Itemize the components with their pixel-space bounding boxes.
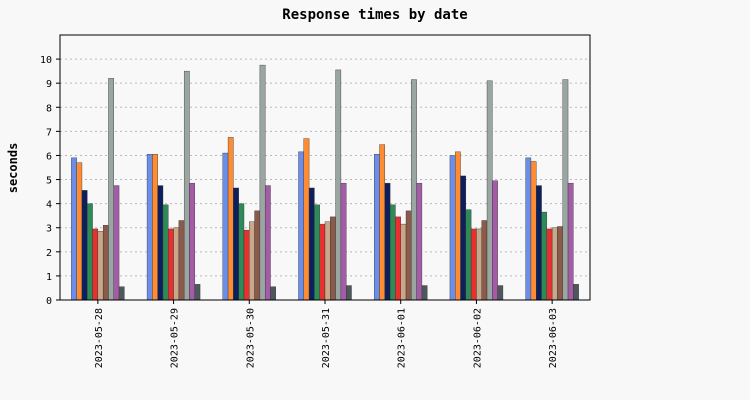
bar — [389, 204, 396, 301]
y-axis: 0 1 2 3 4 5 6 7 8 9 10 — [40, 55, 60, 307]
bar — [546, 228, 553, 301]
bar — [384, 182, 391, 301]
bar — [314, 204, 320, 301]
bar — [481, 220, 488, 301]
x-tick-label: 2023-05-31 — [321, 308, 332, 368]
bar — [189, 182, 195, 301]
bar — [455, 151, 461, 301]
bar — [530, 161, 537, 301]
bar — [222, 152, 229, 301]
bar — [146, 154, 153, 301]
y-tick-label: 4 — [46, 200, 52, 211]
bar — [152, 154, 158, 301]
x-tick-label: 2023-06-01 — [397, 308, 408, 368]
bar — [551, 227, 558, 301]
bar — [319, 223, 326, 301]
bar — [395, 216, 401, 301]
y-tick-label: 5 — [46, 176, 52, 187]
bar — [374, 154, 380, 301]
y-tick-label: 9 — [46, 79, 52, 90]
bar — [486, 80, 493, 301]
bars-group — [71, 64, 579, 301]
bar — [470, 228, 477, 301]
y-tick-label: 10 — [40, 55, 52, 66]
bar — [492, 180, 498, 301]
bar — [178, 220, 185, 301]
bar — [567, 182, 574, 301]
bar — [254, 210, 261, 301]
bar — [335, 69, 342, 301]
x-axis: 2023-05-28 2023-05-29 2023-05-30 2023-05-31… — [94, 300, 559, 368]
x-tick-label: 2023-06-02 — [472, 308, 483, 368]
bar — [270, 286, 276, 301]
bar — [157, 185, 164, 301]
y-tick-label: 8 — [46, 103, 52, 114]
bar — [308, 187, 315, 301]
bar — [92, 228, 99, 301]
bar — [346, 285, 352, 301]
bar — [102, 225, 109, 301]
bar — [400, 223, 407, 301]
bar — [411, 79, 417, 301]
bar — [71, 157, 77, 301]
bar — [183, 70, 190, 301]
bar — [264, 185, 271, 301]
bar — [421, 285, 428, 301]
bar — [81, 190, 88, 301]
y-tick-label: 6 — [46, 151, 52, 162]
bar — [108, 78, 114, 301]
bar — [536, 185, 542, 301]
bar — [113, 185, 120, 301]
y-tick-label: 2 — [46, 248, 52, 259]
x-tick-label: 2023-05-28 — [94, 308, 105, 368]
bar — [162, 204, 169, 301]
bar — [416, 182, 423, 301]
bar — [476, 228, 482, 301]
y-tick-label: 0 — [46, 296, 52, 307]
bar — [340, 182, 347, 301]
bar — [379, 144, 386, 301]
bar — [194, 284, 201, 301]
chart-title: Response times by date — [282, 7, 467, 23]
bar — [118, 286, 125, 301]
bar — [573, 284, 579, 301]
bar — [249, 221, 255, 301]
bar — [557, 226, 563, 301]
bar — [233, 187, 239, 301]
bar — [405, 210, 412, 301]
grid-lines — [60, 58, 590, 277]
bar — [460, 175, 467, 301]
bar — [227, 137, 234, 301]
bar — [330, 216, 336, 301]
y-axis-label: seconds — [6, 143, 20, 194]
bar — [76, 162, 83, 301]
bar — [465, 209, 472, 301]
y-tick-label: 1 — [46, 272, 52, 283]
bar — [168, 228, 174, 301]
bar — [562, 79, 569, 301]
bar — [173, 227, 180, 301]
bar — [541, 211, 548, 301]
y-tick-label: 7 — [46, 127, 52, 138]
bar — [97, 231, 104, 301]
bar — [303, 138, 310, 301]
bar — [324, 221, 331, 301]
y-tick-label: 3 — [46, 224, 52, 235]
bar — [525, 157, 532, 301]
bar — [238, 203, 245, 301]
x-tick-label: 2023-06-03 — [548, 308, 559, 368]
bar — [298, 151, 305, 301]
x-tick-label: 2023-05-30 — [245, 308, 256, 368]
bar — [243, 229, 250, 301]
x-tick-label: 2023-05-29 — [170, 308, 181, 368]
bar — [449, 155, 456, 301]
bar — [497, 285, 504, 301]
bar — [259, 64, 266, 301]
bar — [87, 203, 93, 301]
